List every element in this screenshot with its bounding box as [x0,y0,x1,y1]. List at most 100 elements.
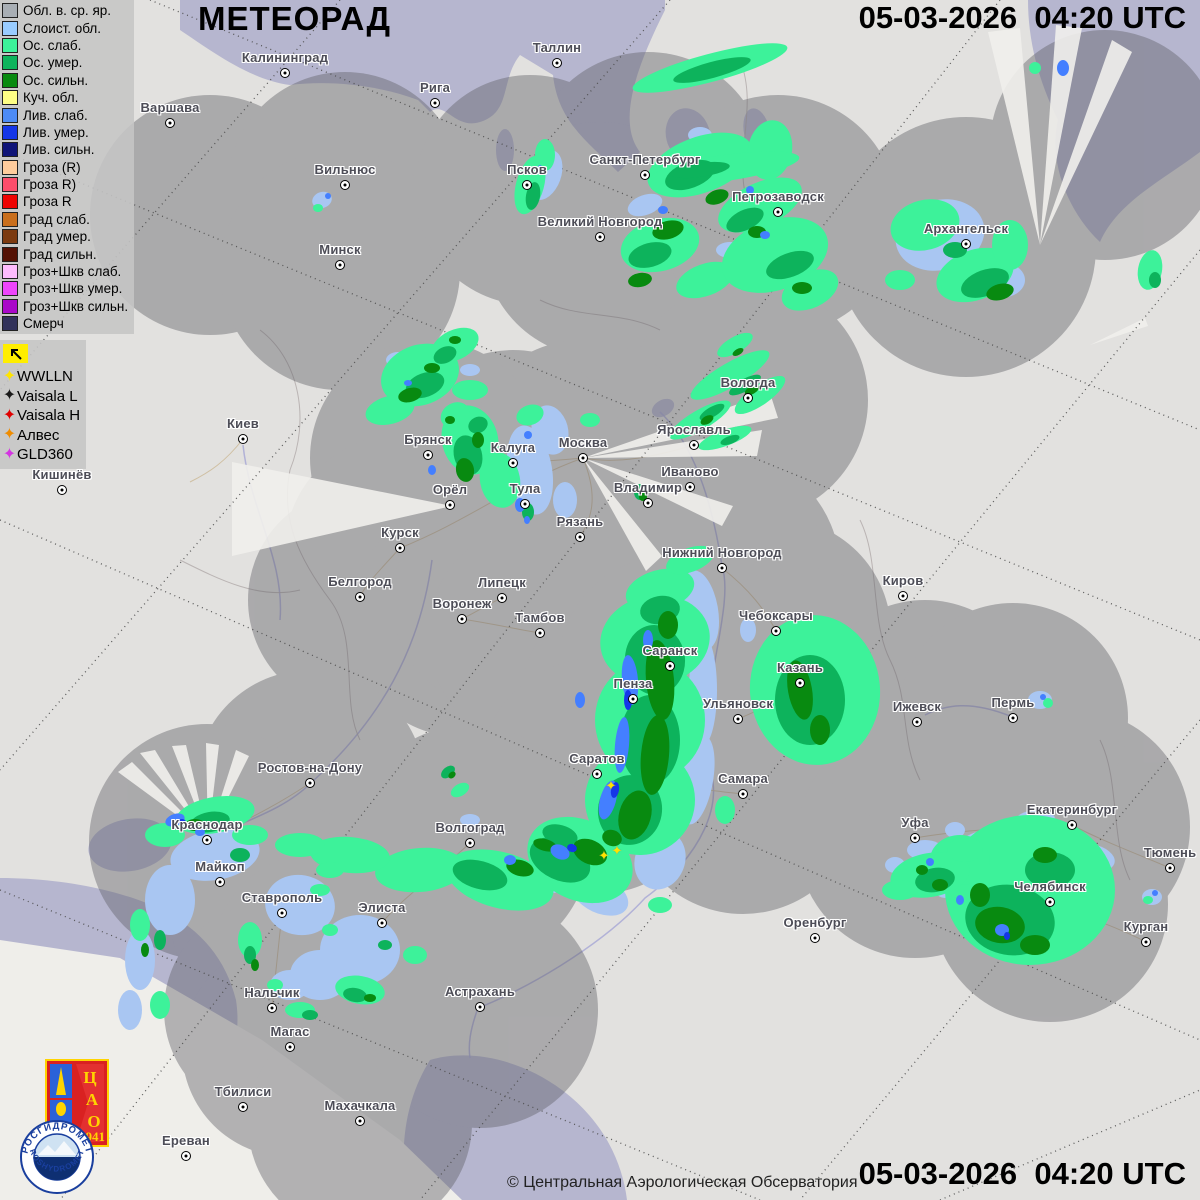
legend-row: Град слаб. [2,211,134,228]
legend-color-swatch [2,177,18,193]
city-dot-icon [238,434,248,444]
svg-text:А: А [86,1090,99,1109]
legend-label: Град сильн. [23,246,97,262]
city-dot-icon [57,485,67,495]
legend-row: Обл. в. ср. яр. [2,2,134,19]
city-label: Нальчик [244,985,300,1000]
legend-color-swatch [2,72,18,88]
legend-label: Куч. обл. [23,90,79,106]
legend-label: Лив. сильн. [23,142,95,158]
legend-color-swatch [2,107,18,123]
city-label: Калининград [241,50,329,65]
city-dot-icon [277,908,287,918]
legend-label: Град умер. [23,229,91,245]
city-dot-icon [738,789,748,799]
lightning-source-row: ✦ GLD360 [2,445,86,465]
city-dot-icon [717,563,727,573]
city-label: Оренбург [783,915,847,930]
city-dot-icon [595,232,605,242]
city-label: Киев [227,416,259,431]
legend-row: Гроз+Шкв слаб. [2,263,134,280]
legend-label: Град слаб. [23,211,90,227]
city-dot-icon [1045,897,1055,907]
legend-label: Ос. умер. [23,55,83,71]
svg-text:Ц: Ц [83,1068,96,1087]
city-label: Липецк [478,575,526,590]
city-dot-icon [1067,820,1077,830]
city-label: Ижевск [892,699,942,714]
legend-panel: Обл. в. ср. яр. Слоист. обл. Ос. слаб. Ос. … [0,0,134,335]
city-dot-icon [628,694,638,704]
legend-rows: Обл. в. ср. яр. Слоист. обл. Ос. слаб. Ос. … [2,2,134,332]
legend-color-swatch [2,264,18,280]
city-dot-icon [1165,863,1175,873]
city-dot-icon [665,661,675,671]
city-label: Брянск [404,432,452,447]
city-label: Волгоград [435,820,505,835]
wwlln-strike-icon: ✦ [598,848,610,863]
city-dot-icon [535,628,545,638]
legend-row: Слоист. обл. [2,19,134,36]
city-label: Саранск [642,643,698,658]
city-dot-icon [430,98,440,108]
legend-color-swatch [2,246,18,262]
city-label: Воронеж [432,596,492,611]
copyright-text: © Центральная Аэрологическая Обсерватори… [507,1174,858,1191]
city-label: Чебоксары [739,608,813,623]
city-label: Махачкала [324,1098,396,1113]
legend-row: Град сильн. [2,245,134,262]
legend-row: Лив. умер. [2,124,134,141]
legend-label: Лив. слаб. [23,107,88,123]
city-dot-icon [522,180,532,190]
lightning-source-row: ✦ Алвес [2,426,86,446]
city-dot-icon [898,591,908,601]
legend-label: Ос. слаб. [23,37,82,53]
city-label: Магас [270,1024,310,1039]
legend-color-swatch [2,316,18,332]
city-label: Вологда [720,375,776,390]
lightning-source-label: WWLLN [17,368,73,386]
city-label: Самара [718,771,768,786]
city-label: Астрахань [444,984,516,999]
city-dot-icon [475,1002,485,1012]
city-dot-icon [497,593,507,603]
tornado-arrow-icon [10,348,22,360]
legend-row: Ос. слаб. [2,37,134,54]
city-label: Рига [419,80,451,95]
city-dot-icon [280,68,290,78]
city-label: Саратов [569,751,625,766]
legend-label: Лив. умер. [23,124,89,140]
legend-row: Лив. сильн. [2,141,134,158]
city-dot-icon [575,532,585,542]
lightning-source-label: Vaisala H [17,407,81,425]
city-dot-icon [165,118,175,128]
legend-row: Лив. слаб. [2,106,134,123]
legend-color-swatch [2,211,18,227]
city-dot-icon [238,1102,248,1112]
tornado-marker-swatch [3,344,28,363]
city-dot-icon [395,543,405,553]
city-label: Рязань [556,514,604,529]
logo-block: Ц А О 1941 РОСГИДРОМЕТ ROSHYDROMET [14,1055,134,1195]
city-label: Пермь [991,695,1035,710]
city-dot-icon [215,877,225,887]
lightning-cross-icon: ✦ [2,445,17,463]
city-dot-icon [267,1003,277,1013]
city-label: Калуга [490,440,536,455]
city-dot-icon [1008,713,1018,723]
lake-peipus [496,129,514,171]
city-label: Тюмень [1143,845,1197,860]
city-dot-icon [910,833,920,843]
city-label: Таллин [532,40,582,55]
lightning-cross-icon: ✦ [2,406,17,424]
legend-color-swatch [2,229,18,245]
city-dot-icon [912,717,922,727]
lightning-cross-icon: ✦ [2,367,17,385]
city-label: Архангельск [923,221,1009,236]
legend-color-swatch [2,124,18,140]
legend-color-swatch [2,281,18,297]
svg-text:О: О [87,1112,100,1131]
city-label: Нижний Новгород [662,545,782,560]
city-label: Казань [776,660,824,675]
